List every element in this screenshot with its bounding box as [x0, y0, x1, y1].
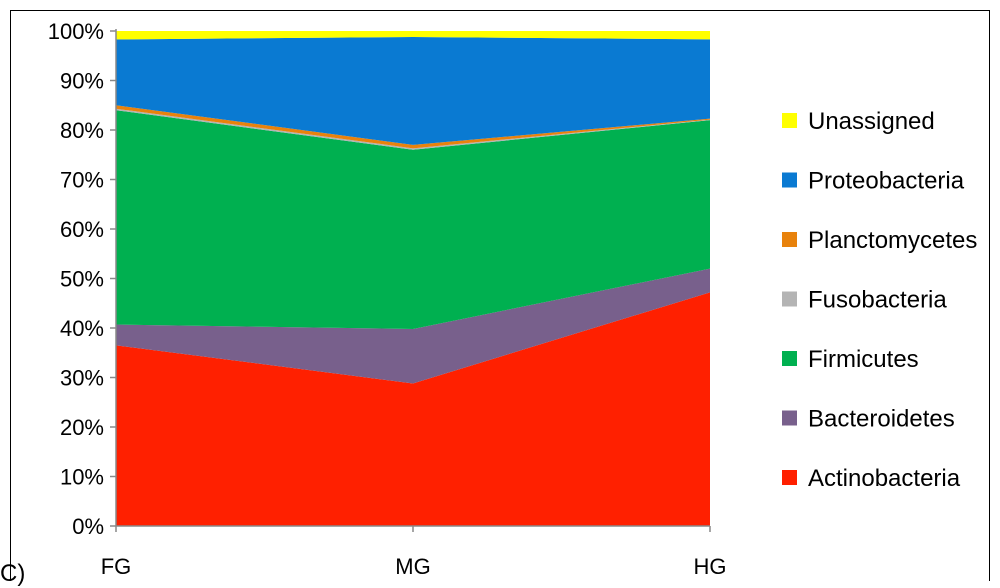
- y-tick-label: 10%: [60, 465, 104, 490]
- area-actinobacteria: [116, 292, 710, 526]
- legend-swatch-firmicutes: [782, 351, 797, 366]
- legend-swatch-planctomycetes: [782, 232, 797, 247]
- legend-swatch-proteobacteria: [782, 172, 797, 188]
- y-tick-label: 30%: [60, 366, 104, 391]
- y-tick-label: 0%: [72, 514, 104, 539]
- y-tick-label: 60%: [60, 217, 104, 242]
- legend-swatch-unassigned: [782, 113, 797, 128]
- legend-label-unassigned: Unassigned: [808, 108, 935, 135]
- y-tick-label: 80%: [60, 118, 104, 143]
- panel-label-fragment: C): [0, 560, 26, 587]
- legend-label-proteobacteria: Proteobacteria: [808, 168, 965, 195]
- y-tick-label: 50%: [60, 267, 104, 292]
- legend-swatch-fusobacteria: [782, 291, 797, 307]
- area-unassigned: [116, 31, 710, 40]
- legend-label-fusobacteria: Fusobacteria: [808, 287, 947, 314]
- y-tick-label: 40%: [60, 316, 104, 341]
- x-tick-label: MG: [395, 554, 430, 579]
- y-tick-label: 20%: [60, 415, 104, 440]
- y-tick-label: 70%: [60, 168, 104, 193]
- figure-frame: [10, 10, 990, 581]
- legend-label-actinobacteria: Actinobacteria: [808, 465, 961, 492]
- area-series-group: [116, 31, 710, 526]
- y-tick-label: 100%: [48, 19, 104, 44]
- y-tick-label: 90%: [60, 69, 104, 94]
- x-tick-label: HG: [694, 554, 727, 579]
- area-proteobacteria: [116, 36, 710, 145]
- legend: Unassigned Proteobacteria Planctomycetes Fu…: [782, 108, 977, 492]
- legend-label-bacteroidetes: Bacteroidetes: [808, 406, 955, 433]
- x-tick-label: FG: [101, 554, 132, 579]
- legend-swatch-bacteroidetes: [782, 410, 797, 426]
- legend-swatch-actinobacteria: [782, 470, 797, 485]
- axes-group: 0% 10% 20% 30% 40% 50% 60% 70% 80% 90% 100% FG MG HG: [48, 19, 727, 579]
- area-firmicutes: [116, 110, 710, 329]
- legend-label-planctomycetes: Planctomycetes: [808, 227, 977, 254]
- legend-label-firmicutes: Firmicutes: [808, 346, 919, 373]
- area-bacteroidetes: [116, 268, 710, 384]
